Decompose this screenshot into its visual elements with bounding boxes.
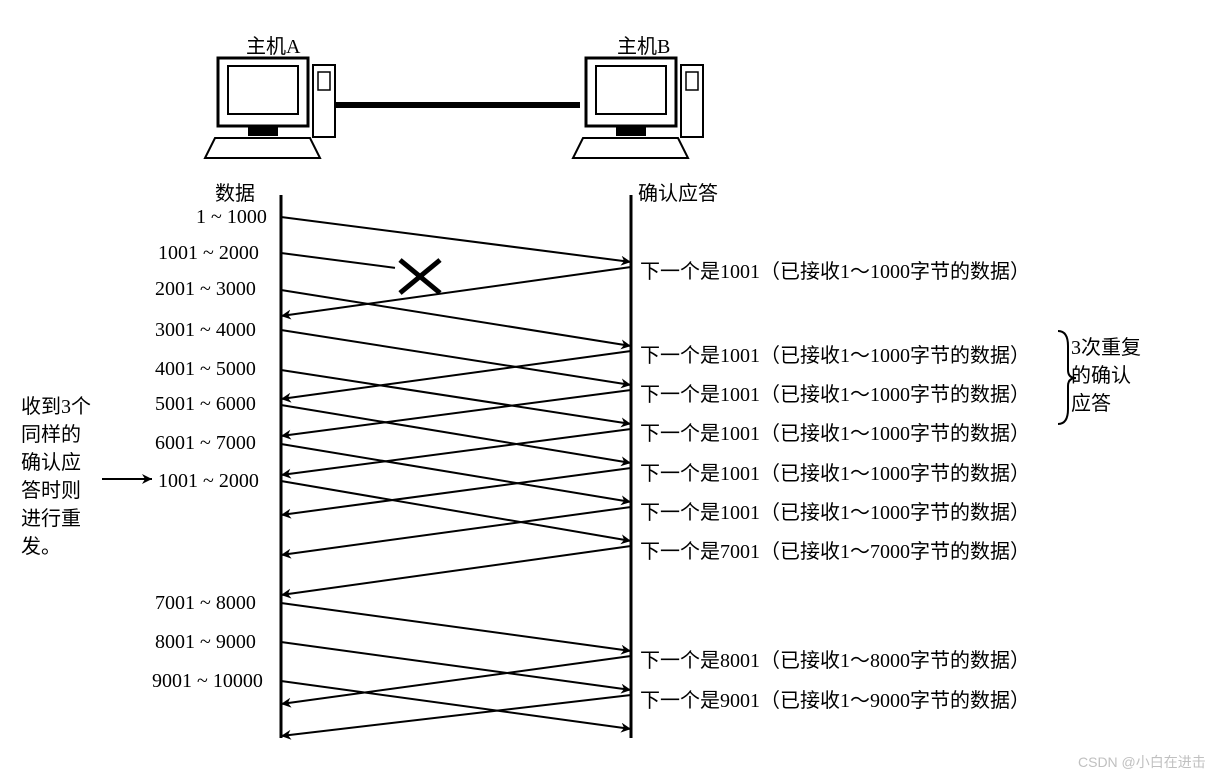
data-segment-label: 3001 ~ 4000 [155, 319, 256, 342]
host-a-icon [205, 58, 335, 158]
note-line: 3次重复 [1071, 334, 1141, 362]
host-a-label: 主机A [246, 30, 300, 59]
diagram-container: 主机A 主机B 数据 确认应答 1 ~ 1000 1001 ~ 2000 2001 … [0, 0, 1212, 773]
ack-label: 下一个是1001（已接收1～1000字节的数据） [640, 378, 1030, 407]
data-segment-label: 2001 ~ 3000 [155, 278, 256, 301]
ack-label: 下一个是1001（已接收1～1000字节的数据） [640, 457, 1030, 486]
ack-label: 下一个是8001（已接收1～8000字节的数据） [640, 644, 1030, 673]
retransmit-note: 收到3个同样的确认应答时则进行重发。 [21, 393, 91, 561]
data-segment-label: 7001 ~ 8000 [155, 592, 256, 615]
packet-lost-x-icon [400, 260, 440, 293]
note-line: 应答 [1071, 390, 1141, 418]
data-segment-label: 6001 ~ 7000 [155, 432, 256, 455]
host-b-icon [573, 58, 703, 158]
data-segment-label: 8001 ~ 9000 [155, 631, 256, 654]
ack-label: 下一个是1001（已接收1～1000字节的数据） [640, 255, 1030, 284]
note-line: 确认应 [21, 449, 91, 477]
data-segment-label: 4001 ~ 5000 [155, 358, 256, 381]
watermark: CSDN @小白在进击 [1078, 752, 1206, 772]
note-line: 发。 [21, 533, 91, 561]
ack-label: 下一个是1001（已接收1～1000字节的数据） [640, 496, 1030, 525]
note-line: 收到3个 [21, 393, 91, 421]
message-arrows [281, 217, 631, 736]
ack-label: 下一个是1001（已接收1～1000字节的数据） [640, 417, 1030, 446]
note-line: 进行重 [21, 505, 91, 533]
ack-label: 下一个是1001（已接收1～1000字节的数据） [640, 339, 1030, 368]
data-segment-label: 1 ~ 1000 [196, 206, 267, 229]
ack-label: 下一个是7001（已接收1～7000字节的数据） [640, 535, 1030, 564]
data-header: 数据 [215, 177, 255, 206]
diagram-svg [0, 0, 1212, 773]
ack-label: 下一个是9001（已接收1～9000字节的数据） [640, 684, 1030, 713]
data-segment-label: 1001 ~ 2000 [158, 470, 259, 493]
data-segment-label: 5001 ~ 6000 [155, 393, 256, 416]
dup-ack-note: 3次重复的确认应答 [1071, 334, 1141, 418]
note-line: 答时则 [21, 477, 91, 505]
note-line: 同样的 [21, 421, 91, 449]
data-segment-label: 9001 ~ 10000 [152, 670, 263, 693]
note-line: 的确认 [1071, 362, 1141, 390]
host-b-label: 主机B [617, 30, 670, 59]
ack-header: 确认应答 [638, 177, 718, 206]
data-segment-label: 1001 ~ 2000 [158, 242, 259, 265]
